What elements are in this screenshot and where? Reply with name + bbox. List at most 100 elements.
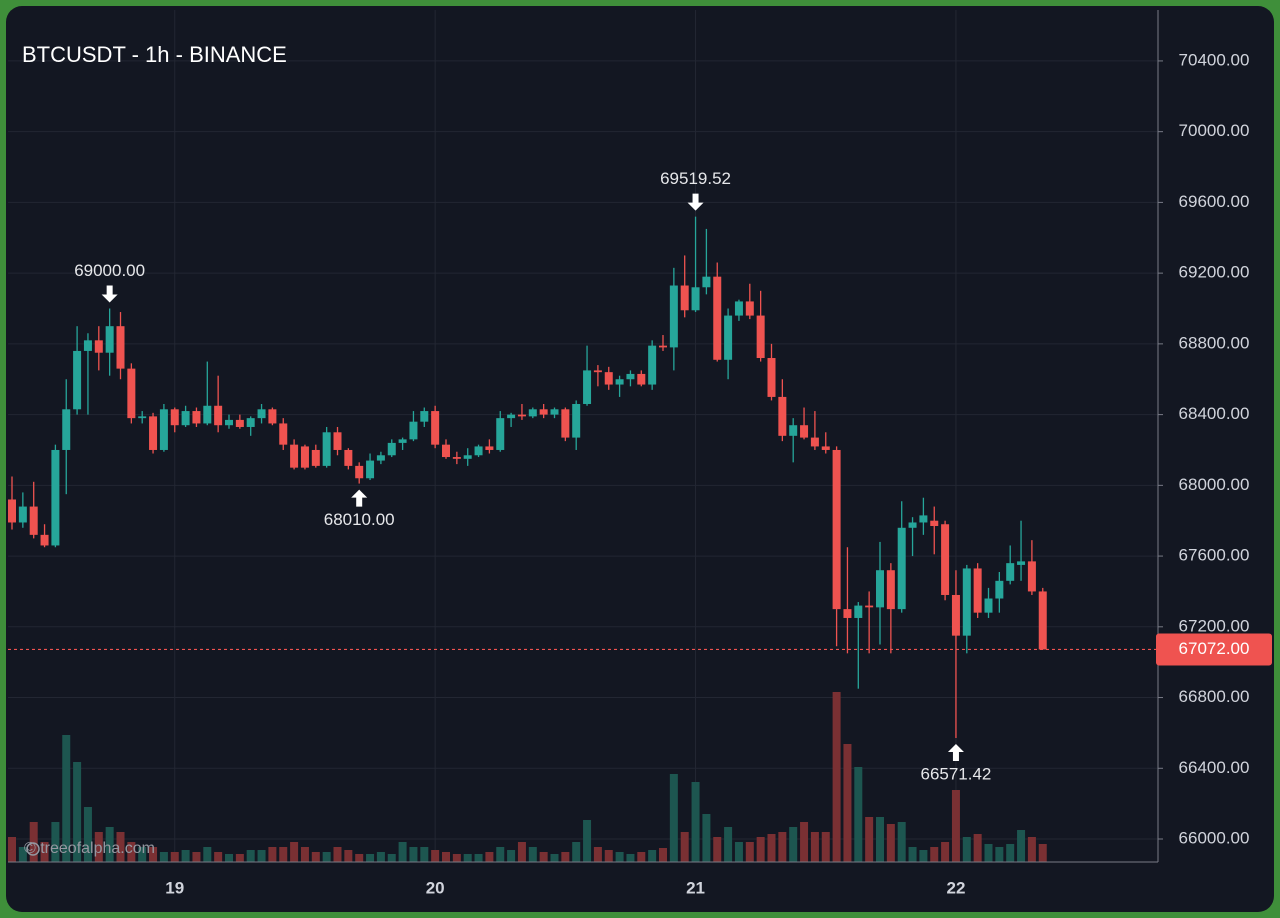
volume-bar [897, 822, 906, 862]
volume-bar [550, 854, 559, 862]
volume-bar [431, 850, 440, 862]
candle-body [854, 605, 863, 618]
candle-body [626, 373, 635, 380]
y-tick-label: 68400.00 [1179, 404, 1250, 423]
y-tick-label: 68800.00 [1179, 333, 1250, 352]
volume-bar [962, 837, 971, 862]
y-tick-label: 69600.00 [1179, 192, 1250, 211]
volume-bar [1006, 844, 1015, 862]
volume-bar [507, 850, 516, 862]
candle-body [908, 522, 917, 528]
volume-bar [463, 854, 472, 862]
candle-body [409, 421, 418, 440]
volume-bar [149, 847, 158, 862]
chart-panel [6, 6, 1274, 912]
volume-bar [442, 852, 450, 862]
watermark-icon [26, 842, 40, 856]
candle-body [452, 457, 461, 459]
annotation-label: 69519.52 [660, 169, 731, 188]
volume-bar [876, 817, 884, 862]
volume-bar [1027, 837, 1036, 862]
volume-bar [474, 854, 483, 862]
candle-body [789, 425, 798, 436]
volume-bar [257, 850, 266, 862]
volume-bar [691, 782, 700, 862]
volume-bar [73, 762, 82, 862]
annotation-arrow [947, 743, 964, 761]
volume-bar [930, 847, 939, 862]
candle-body [561, 409, 570, 438]
volume-bar [604, 850, 613, 862]
volume-bar [800, 822, 809, 862]
candle-body [583, 370, 592, 404]
volume-bar [214, 852, 223, 862]
volume-bar [268, 847, 277, 862]
volume-bar [300, 847, 309, 862]
candle-body [713, 276, 722, 360]
candle-body [376, 455, 385, 461]
annotation-label: 68010.00 [324, 510, 395, 529]
candle-body [431, 411, 440, 445]
last-price-box [1156, 633, 1272, 666]
y-tick-label: 67200.00 [1179, 616, 1250, 635]
volume-bar [637, 852, 646, 862]
candle-body [311, 449, 320, 466]
candle-body [333, 432, 342, 450]
candle-body [62, 409, 71, 450]
candle-body [745, 301, 754, 316]
candle-body [593, 370, 602, 373]
volume-bar [659, 848, 667, 862]
volume-bar [756, 837, 765, 862]
volume-bar [583, 820, 592, 862]
volume-bar [105, 827, 114, 862]
volume-bar [398, 842, 407, 862]
candle-body [984, 598, 993, 613]
volume-bar [941, 842, 950, 862]
volume-bar [973, 834, 982, 862]
candle-body [485, 446, 494, 450]
volume-bar [593, 847, 602, 862]
candle-body [94, 340, 103, 353]
volume-bar [1038, 844, 1047, 862]
volume-bar [854, 767, 863, 862]
candle-body [127, 368, 136, 419]
volume-bar [290, 842, 299, 862]
candle-body [149, 416, 158, 450]
y-tick-label: 68000.00 [1179, 475, 1250, 494]
volume-bar [517, 842, 526, 862]
candle-body [442, 444, 450, 458]
candle-body [702, 276, 711, 288]
candle-body [366, 460, 375, 479]
candle-body [138, 416, 147, 419]
volume-bar [376, 852, 385, 862]
y-tick-label: 70000.00 [1179, 121, 1250, 140]
volume-bar [311, 852, 320, 862]
grid [8, 10, 1163, 862]
candle-body [876, 570, 884, 608]
candle-body [387, 442, 396, 456]
candle-body [73, 350, 82, 410]
overlay-layer: 67072.00 69000.00 68010.00 69519.52 66571.42 [8, 169, 1272, 783]
candle-body [355, 465, 364, 479]
volume-bar [615, 852, 624, 862]
candle-body [734, 301, 743, 316]
candle-body [550, 409, 559, 415]
candle-body [105, 326, 114, 353]
candle-body [214, 405, 223, 426]
volume-bar [344, 850, 353, 862]
volume-bar [886, 824, 895, 862]
candle-body [832, 449, 841, 610]
candle-body [919, 515, 928, 523]
candle-body [800, 425, 809, 438]
volume-bar [734, 842, 743, 862]
candle-body [886, 570, 895, 610]
candle-body [290, 444, 299, 468]
candle-body [962, 568, 971, 636]
candle-body [767, 358, 776, 397]
volume-bar [561, 852, 570, 862]
candle-body [517, 414, 526, 417]
candle-body [659, 345, 667, 348]
candle-body [528, 409, 537, 417]
candle-body [18, 506, 27, 523]
volume-bar [333, 847, 342, 862]
